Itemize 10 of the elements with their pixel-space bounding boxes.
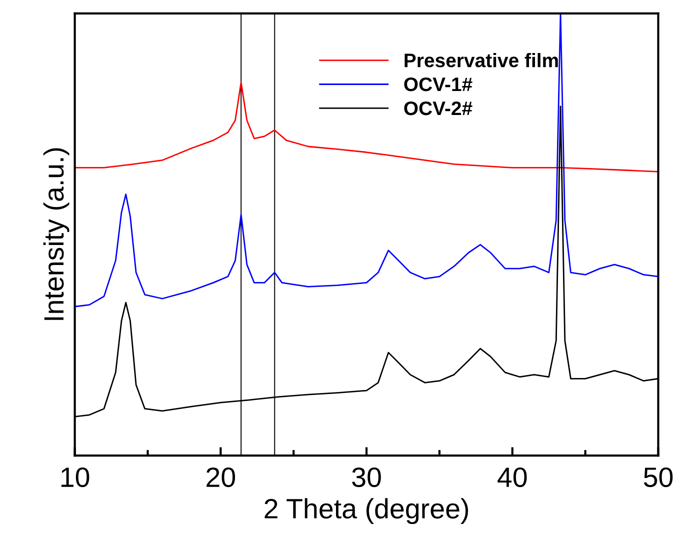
legend-label: Preservative film [404, 53, 558, 68]
x-tick-label: 30 [352, 467, 381, 488]
x-tick-label: 50 [644, 467, 673, 488]
legend-label: OCV-2# [404, 101, 472, 116]
x-axis-title: 2 Theta (degree) [264, 498, 468, 524]
x-tick-label: 20 [206, 467, 236, 488]
y-axis-title: Intensity (a.u.) [43, 148, 70, 320]
x-tick-label: 40 [498, 467, 527, 488]
x-tick-label: 10 [61, 467, 90, 488]
legend-label: OCV-1# [404, 77, 472, 92]
